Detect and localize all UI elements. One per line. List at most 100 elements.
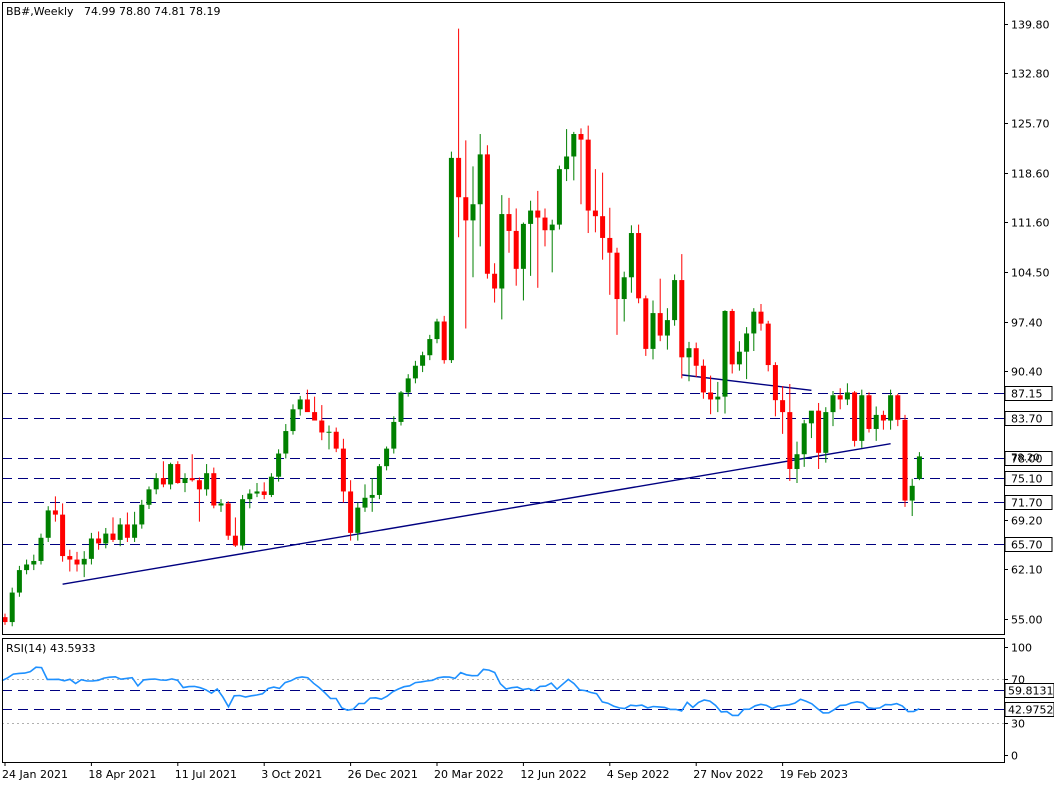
y-tick-label: 62.10 (1011, 564, 1043, 577)
candle-body (24, 564, 30, 571)
candle-body (592, 210, 598, 217)
x-tick-label: 24 Jan 2021 (2, 768, 68, 781)
candle-body (146, 489, 152, 505)
candle-body (852, 392, 858, 441)
candle-body (657, 313, 663, 336)
rsi-y-tick-label: 30 (1011, 718, 1025, 731)
y-tick-label: 132.80 (1011, 68, 1050, 81)
candle-body (182, 478, 188, 484)
candle-body (895, 395, 901, 420)
candle-body (340, 448, 346, 492)
candle-body (715, 396, 721, 400)
candle-body (463, 197, 469, 221)
y-tick-label: 97.40 (1011, 317, 1043, 330)
candle-body (787, 412, 793, 469)
candle-body (110, 533, 116, 540)
candle-body (880, 414, 886, 421)
y-tick-label: 118.60 (1011, 168, 1050, 181)
candle-body (88, 538, 94, 559)
candle-body (816, 410, 822, 453)
candle-body (175, 464, 181, 484)
x-tick-label: 19 Feb 2023 (780, 768, 848, 781)
candle-body (376, 466, 382, 495)
candle-body (859, 395, 865, 441)
candle-body (636, 233, 642, 299)
candle-body (276, 453, 282, 477)
ohlc-values: 74.99 78.80 74.81 78.19 (84, 5, 221, 18)
y-tick-label: 111.60 (1011, 217, 1050, 230)
level-price-tag (1004, 471, 1053, 486)
candle-body (621, 277, 627, 300)
candle-body (348, 491, 354, 533)
level-price-tag (1004, 495, 1053, 510)
candle-body (801, 423, 807, 455)
candle-body (643, 298, 649, 349)
candle-body (528, 210, 534, 224)
candle-body (585, 139, 591, 211)
candle-body (204, 473, 210, 490)
x-tick-label: 3 Oct 2021 (261, 768, 322, 781)
candle-body (571, 134, 577, 157)
candle-body (700, 365, 706, 393)
candle-body (326, 431, 332, 433)
rsi-level-tag (1004, 683, 1054, 698)
candle-body (628, 233, 634, 278)
candle-body (614, 252, 620, 300)
trendline-support (62, 443, 891, 585)
candle-body (362, 497, 368, 508)
candle-body (297, 399, 303, 410)
candle-body (103, 533, 109, 544)
candle-body (650, 313, 656, 349)
candle-body (830, 395, 836, 413)
candle-body (722, 310, 728, 397)
candle-body (492, 273, 498, 289)
candle-body (319, 420, 325, 433)
level-price-tag (1004, 537, 1053, 552)
candle-body (391, 421, 397, 449)
x-tick-label: 4 Sep 2022 (607, 768, 670, 781)
candle-body (405, 378, 411, 393)
candle-body (355, 507, 361, 533)
candle-body (16, 570, 22, 593)
rsi-pane-frame (2, 638, 1005, 763)
candle-body (74, 559, 80, 565)
candle-body (153, 478, 159, 490)
y-tick-label: 139.80 (1011, 19, 1050, 32)
candle-body (729, 310, 735, 365)
level-price-label: 71.70 (1011, 497, 1043, 510)
candle-body (535, 210, 541, 218)
candle-body (52, 510, 58, 515)
candle-body (477, 154, 483, 205)
candle-body (441, 321, 447, 361)
candle-body (124, 524, 130, 538)
candle-body (794, 454, 800, 469)
x-tick-label: 12 Jun 2022 (520, 768, 586, 781)
candle-body (261, 491, 267, 495)
level-price-label: 87.15 (1011, 388, 1043, 401)
current-price-label: 78.20 (1011, 453, 1040, 464)
y-tick-label: 55.00 (1011, 614, 1043, 627)
candle-body (45, 510, 51, 538)
candle-body (506, 214, 512, 231)
candle-body (607, 237, 613, 253)
candle-body (412, 365, 418, 379)
candle-body (873, 414, 879, 429)
candle-body (384, 448, 390, 467)
candle-body (2, 617, 8, 623)
y-tick-label: 90.40 (1011, 366, 1043, 379)
candle-body (189, 478, 195, 481)
candle-body (664, 320, 670, 336)
rsi-y-tick-label: 100 (1011, 642, 1032, 655)
rsi-header: RSI(14) 43.5933 (6, 642, 95, 655)
rsi-level-label: 59.8131 (1008, 685, 1054, 698)
chart-header: BB#,Weekly 74.99 78.80 74.81 78.19 (6, 5, 220, 18)
candle-body (283, 431, 289, 454)
y-tick-label: 69.20 (1011, 515, 1043, 528)
candle-body (225, 503, 231, 536)
candle-body (837, 395, 843, 400)
candle-body (333, 431, 339, 449)
candle-body (758, 311, 764, 324)
rsi-label: RSI(14) (6, 642, 47, 655)
candle-body (434, 321, 440, 340)
rsi-level-tag (1004, 702, 1054, 717)
